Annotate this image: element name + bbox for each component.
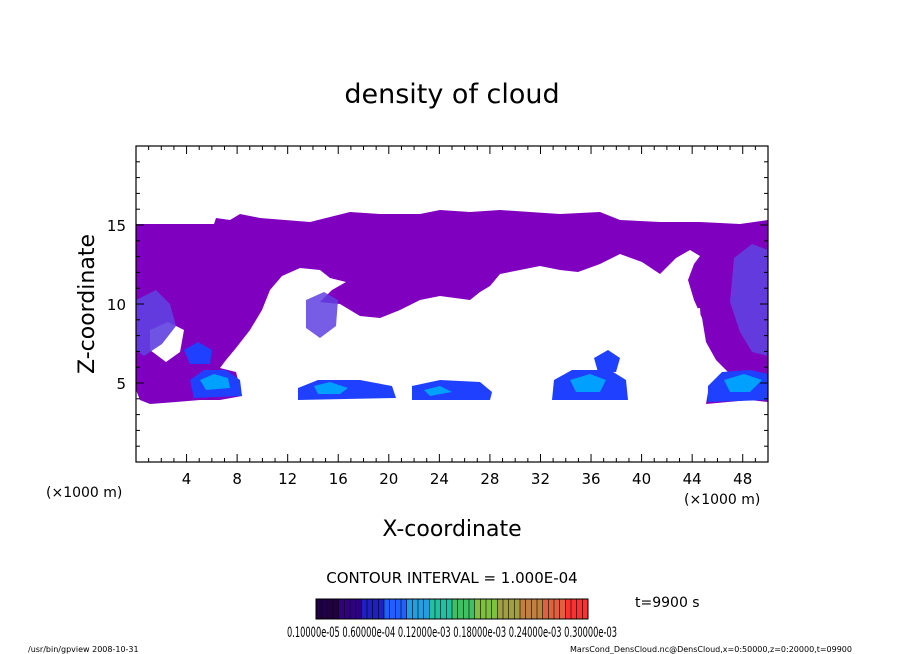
colorbar-segment xyxy=(548,599,554,619)
colorbar-segment xyxy=(469,599,475,619)
colorbar-segment xyxy=(446,599,452,619)
x-axis-label: X-coordinate xyxy=(382,517,521,542)
chart-title: density of cloud xyxy=(344,79,559,110)
cell-x6-core xyxy=(200,374,230,390)
clear-gap-center xyxy=(266,298,702,378)
colorbar-segment xyxy=(559,599,566,619)
clear-gap-lower-right xyxy=(640,382,706,402)
colorbar-segment xyxy=(531,599,537,619)
colorbar-segment xyxy=(418,599,424,619)
density-field xyxy=(136,210,768,404)
colorbar-segment xyxy=(401,599,407,619)
colorbar-segment xyxy=(429,599,435,619)
x-tick-label: 28 xyxy=(480,470,499,488)
colorbar-segment xyxy=(463,599,469,619)
y-axis-label: Z-coordinate xyxy=(75,234,100,374)
y-tick-label: 5 xyxy=(116,375,126,393)
colorbar-segment xyxy=(395,599,401,619)
y-tick-label: 10 xyxy=(107,296,126,314)
colorbar-segment xyxy=(480,599,486,619)
colorbar-labels: 0.10000e-05 0.60000e-04 0.12000e-03 0.18… xyxy=(287,625,617,641)
x-tick-label: 4 xyxy=(182,470,192,488)
colorbar-segment xyxy=(520,599,526,619)
colorbar-segment xyxy=(361,599,367,619)
x-tick-label: 24 xyxy=(430,470,449,488)
colorbar-segment xyxy=(384,599,390,619)
blue-zone-left xyxy=(136,290,176,356)
cloud-base-layer xyxy=(136,210,768,404)
colorbar xyxy=(315,599,588,619)
colorbar-segment xyxy=(537,599,543,619)
time-label: t=9900 s xyxy=(635,595,700,611)
colorbar-segment xyxy=(423,599,430,619)
x-tick-label: 12 xyxy=(278,470,297,488)
clear-gap-lower-mid2 xyxy=(490,382,552,402)
cell-x35-upper xyxy=(594,350,620,372)
colorbar-segment xyxy=(503,599,509,619)
cell-x15-core xyxy=(314,382,348,394)
colorbar-segment xyxy=(350,599,356,619)
y-axis-ticks: 5 10 15 xyxy=(107,161,768,447)
colorbar-segment xyxy=(525,599,532,619)
colorbar-segment xyxy=(576,599,583,619)
colorbar-segment xyxy=(554,599,560,619)
colorbar-segment xyxy=(542,599,549,619)
x-unit-left: (×1000 m) xyxy=(46,485,122,501)
x-tick-label: 16 xyxy=(329,470,348,488)
colorbar-segment xyxy=(344,599,350,619)
x-tick-label: 20 xyxy=(379,470,398,488)
colorbar-segment xyxy=(338,599,345,619)
x-tick-label: 48 xyxy=(733,470,752,488)
x-tick-label: 36 xyxy=(581,470,600,488)
colorbar-segment xyxy=(514,599,520,619)
blue-zone-mid xyxy=(306,292,338,338)
colorbar-segment xyxy=(355,599,362,619)
colorbar-segment xyxy=(327,599,333,619)
colorbar-segment xyxy=(497,599,503,619)
colorbar-segment xyxy=(321,599,328,619)
cell-x35-core xyxy=(570,374,606,392)
colorbar-segment xyxy=(435,599,441,619)
footer-right: MarsCond_DensCloud.nc@DensCloud,x=0:5000… xyxy=(570,645,852,654)
cell-x6-upper xyxy=(184,342,212,364)
x-tick-label: 8 xyxy=(232,470,242,488)
colorbar-segment xyxy=(452,599,458,619)
cell-x47-core xyxy=(724,374,762,392)
colorbar-segment xyxy=(367,599,373,619)
x-unit-right: (×1000 m) xyxy=(684,492,760,508)
colorbar-segment xyxy=(457,599,464,619)
x-tick-label: 40 xyxy=(632,470,651,488)
colorbar-segment xyxy=(378,599,384,619)
colorbar-segment xyxy=(571,599,577,619)
colorbar-segment xyxy=(333,599,339,619)
blue-zone-right xyxy=(730,244,768,356)
colorbar-segment xyxy=(372,599,379,619)
colorbar-segment xyxy=(316,599,322,619)
colorbar-segment xyxy=(440,599,447,619)
clear-gap-lower-left xyxy=(244,374,300,402)
colorbar-segment xyxy=(389,599,396,619)
colorbar-segment xyxy=(508,599,515,619)
colorbar-segment xyxy=(491,599,498,619)
colorbar-segment xyxy=(565,599,571,619)
contour-interval-label: CONTOUR INTERVAL = 1.000E-04 xyxy=(326,569,577,587)
colorbar-segment xyxy=(582,599,588,619)
colorbar-segment xyxy=(406,599,413,619)
x-axis-ticks: 4 8 12 16 20 24 28 32 36 40 44 48 xyxy=(148,146,756,488)
cell-x24-core xyxy=(424,386,452,396)
colorbar-frame xyxy=(315,598,589,620)
x-tick-label: 44 xyxy=(683,470,702,488)
colorbar-segment xyxy=(474,599,481,619)
footer-left: /usr/bin/gpview 2008-10-31 xyxy=(28,645,139,654)
x-tick-label: 32 xyxy=(531,470,550,488)
y-tick-label: 15 xyxy=(107,217,126,235)
colorbar-segment xyxy=(412,599,418,619)
colorbar-segment xyxy=(486,599,492,619)
